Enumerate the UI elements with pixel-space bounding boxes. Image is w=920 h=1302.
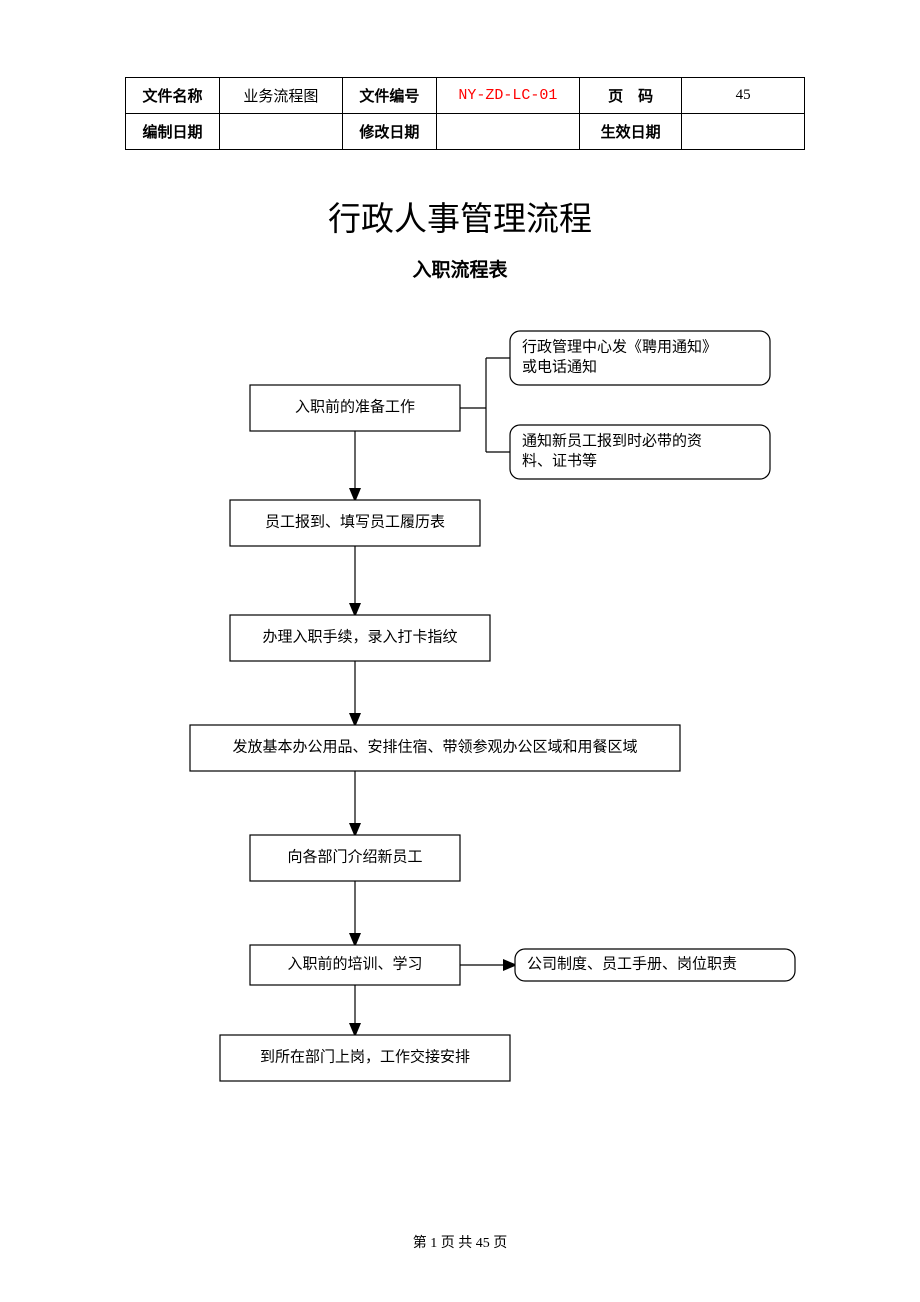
svg-text:入职前的培训、学习: 入职前的培训、学习 [287,955,422,972]
hdr-lbl-effective: 生效日期 [580,114,682,150]
hdr-lbl-modified: 修改日期 [342,114,436,150]
hdr-val-docno: NY-ZD-LC-01 [436,78,579,114]
svg-text:通知新员工报到时必带的资: 通知新员工报到时必带的资 [522,432,702,449]
svg-text:到所在部门上岗，工作交接安排: 到所在部门上岗，工作交接安排 [260,1047,470,1065]
svg-text:入职前的准备工作: 入职前的准备工作 [295,398,415,415]
hdr-lbl-name: 文件名称 [126,78,220,114]
svg-text:发放基本办公用品、安排住宿、带领参观办公区域和用餐区域: 发放基本办公用品、安排住宿、带领参观办公区域和用餐区域 [232,738,637,755]
hdr-lbl-docno: 文件编号 [342,78,436,114]
svg-text:员工报到、填写员工履历表: 员工报到、填写员工履历表 [265,513,445,530]
page-footer: 第 1 页 共 45 页 [0,1232,920,1252]
svg-text:行政管理中心发《聘用通知》: 行政管理中心发《聘用通知》 [522,338,717,355]
hdr-val-page: 45 [682,78,805,114]
svg-text:或电话通知: 或电话通知 [522,358,597,375]
hdr-val-effective [682,114,805,150]
hdr-lbl-page: 页 码 [580,78,682,114]
onboarding-flowchart: 入职前的准备工作 行政管理中心发《聘用通知》或电话通知通知新员工报到时必带的资料、… [130,325,810,1115]
header-table: 文件名称 业务流程图 文件编号 NY-ZD-LC-01 页 码 45 编制日期 … [125,77,805,150]
svg-text:料、证书等: 料、证书等 [522,451,597,469]
hdr-lbl-created: 编制日期 [126,114,220,150]
hdr-val-name: 业务流程图 [220,78,343,114]
page-subtitle: 入职流程表 [0,255,920,282]
hdr-val-created [220,114,343,150]
svg-text:公司制度、员工手册、岗位职责: 公司制度、员工手册、岗位职责 [527,955,737,972]
page-title: 行政人事管理流程 [0,192,920,240]
svg-text:办理入职手续，录入打卡指纹: 办理入职手续，录入打卡指纹 [262,628,457,645]
hdr-val-modified [436,114,579,150]
svg-text:向各部门介绍新员工: 向各部门介绍新员工 [287,848,422,865]
